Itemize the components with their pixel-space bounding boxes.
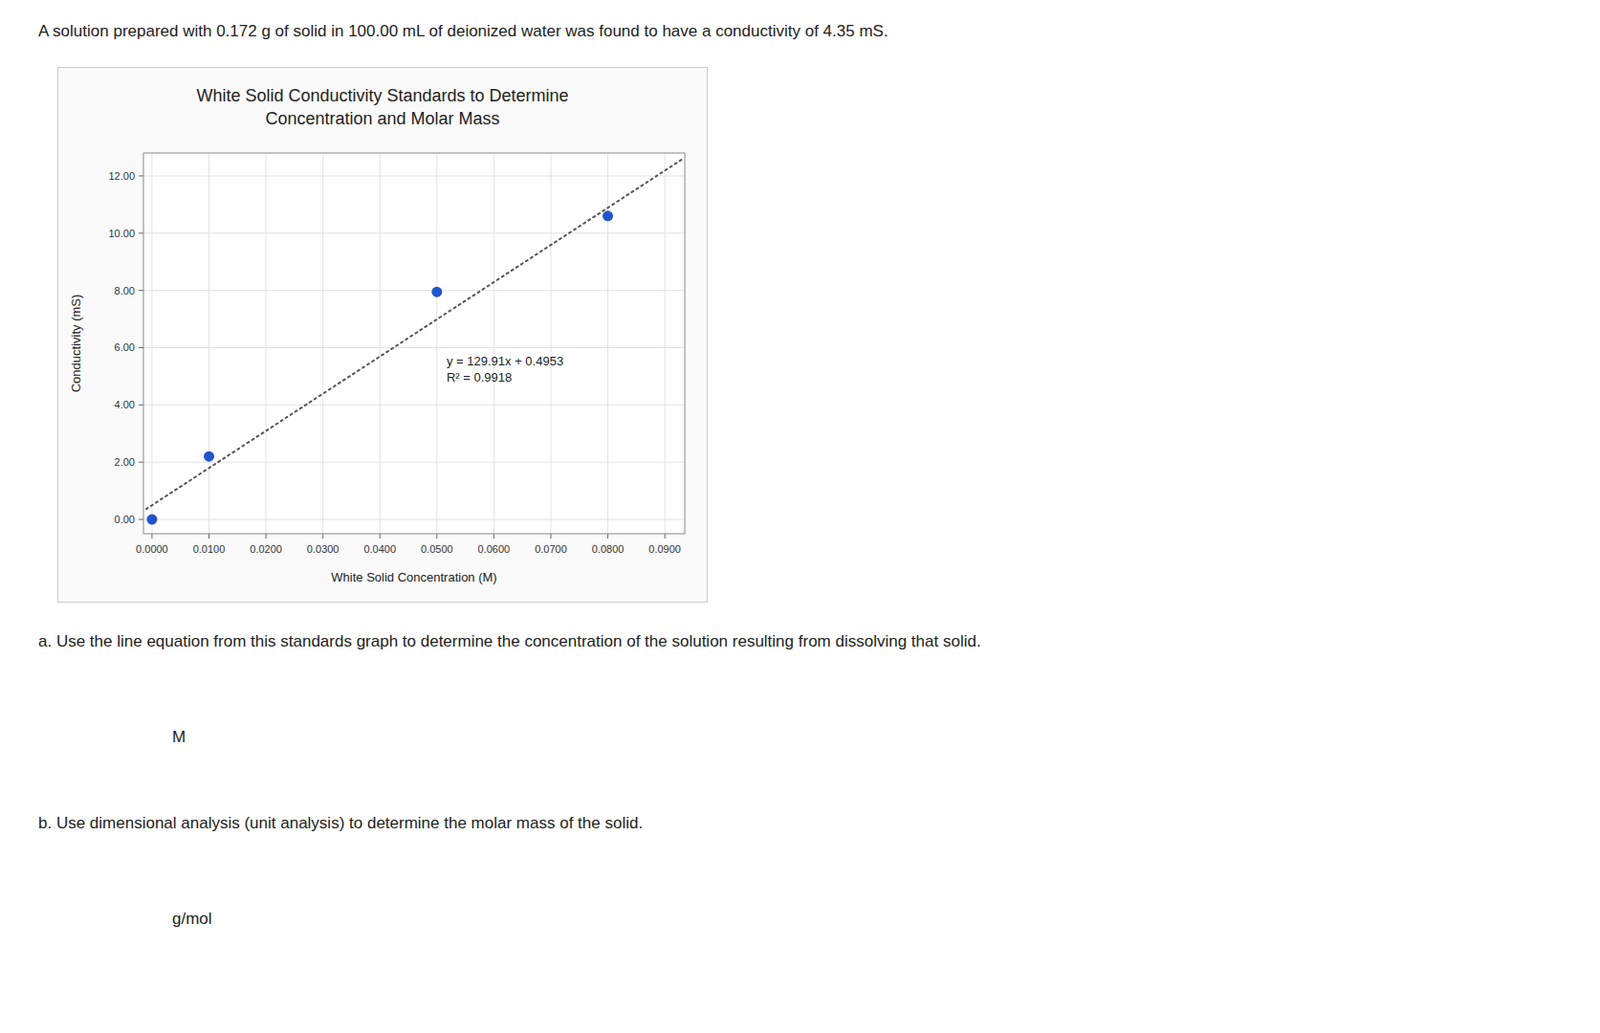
y-grid-line <box>143 232 685 234</box>
x-grid-line <box>265 153 267 534</box>
x-tick <box>208 533 210 539</box>
chart-box <box>58 67 708 603</box>
x-grid-line <box>208 153 210 534</box>
y-tick-label: 10.00 <box>108 227 135 240</box>
y-tick <box>138 461 144 463</box>
y-grid-line <box>143 519 685 521</box>
x-grid-line <box>493 153 495 534</box>
x-grid-line <box>664 153 666 534</box>
y-tick-label: 8.00 <box>114 284 135 297</box>
y-grid-line <box>143 461 685 463</box>
x-tick-label: 0.0000 <box>135 543 169 555</box>
x-tick-label: 0.0300 <box>306 543 340 555</box>
annotation: y = 129.91x + 0.4953 <box>446 353 564 369</box>
x-tick <box>607 533 609 539</box>
grid <box>143 153 685 534</box>
x-tick-label: 0.0200 <box>249 543 283 555</box>
chart-title: White Solid Conductivity Standards to De… <box>196 86 569 129</box>
y-tick-label: 6.00 <box>114 341 135 353</box>
x-grid-line <box>322 153 324 534</box>
y-tick <box>138 519 144 521</box>
x-tick-label: 0.0100 <box>193 543 226 555</box>
x-tick <box>322 533 324 539</box>
plot-frame <box>143 153 685 534</box>
y-tick <box>138 404 144 406</box>
plot-area <box>143 153 685 534</box>
y-grid-line <box>143 404 685 406</box>
y-tick-label: 2.00 <box>114 456 135 468</box>
x-tick <box>436 533 438 539</box>
x-grid-line <box>436 153 438 534</box>
x-tick-label: 0.0800 <box>591 543 625 555</box>
y-tick-label: 0.00 <box>114 513 135 526</box>
y-tick-label: 12.00 <box>108 170 135 182</box>
answer-text: g/mol <box>172 908 460 931</box>
chart: White Solid Conductivity Standards to De… <box>57 66 708 603</box>
y-tick <box>138 289 144 291</box>
answer-text: M <box>172 726 460 749</box>
x-tick-label: 0.0400 <box>363 543 396 555</box>
x-grid-line <box>607 153 609 534</box>
scatter-point <box>602 210 614 221</box>
y-tick-label: 4.00 <box>114 398 135 411</box>
chart-title-line: Concentration and Molar Mass <box>264 109 500 129</box>
header-text: A solution prepared with 0.172 g of soli… <box>38 21 1559 44</box>
y-grid-line <box>143 347 685 349</box>
x-tick <box>549 533 551 539</box>
lines <box>146 159 682 509</box>
x-tick <box>265 533 267 539</box>
y-grid-line <box>143 289 685 291</box>
question-text: a. Use the line equation from this stand… <box>38 631 1559 654</box>
annotation: R² = 0.9918 <box>446 370 512 385</box>
axes: 0.0000 0.0100 0.0200 0.0300 0.0400 0.0500 0.06… <box>108 170 681 555</box>
x-tick-label: 0.0600 <box>478 543 511 555</box>
x-tick-label: 0.0500 <box>420 543 454 555</box>
x-grid-line <box>151 153 153 534</box>
y-axis-label: Conductivity (mS) <box>68 294 84 394</box>
y-tick <box>138 232 144 234</box>
points <box>146 210 614 525</box>
trendline <box>146 159 682 509</box>
chart-title-line: White Solid Conductivity Standards to De… <box>196 86 569 106</box>
y-tick <box>138 175 144 176</box>
x-tick <box>493 533 495 539</box>
x-grid-line <box>379 153 381 534</box>
x-tick <box>151 533 153 539</box>
x-tick-label: 0.0700 <box>534 543 568 555</box>
y-grid-line <box>143 175 685 176</box>
x-tick <box>664 533 666 539</box>
x-grid-line <box>549 153 551 534</box>
y-tick <box>138 347 144 349</box>
scatter-point <box>203 451 215 462</box>
x-tick-label: 0.0900 <box>648 543 681 555</box>
scatter-point <box>431 286 442 298</box>
x-tick <box>379 533 381 539</box>
question-text: b. Use dimensional analysis (unit analys… <box>38 812 1559 835</box>
x-axis-label: White Solid Concentration (M) <box>330 569 497 585</box>
scatter-point <box>146 514 157 526</box>
data-layer <box>146 159 682 526</box>
